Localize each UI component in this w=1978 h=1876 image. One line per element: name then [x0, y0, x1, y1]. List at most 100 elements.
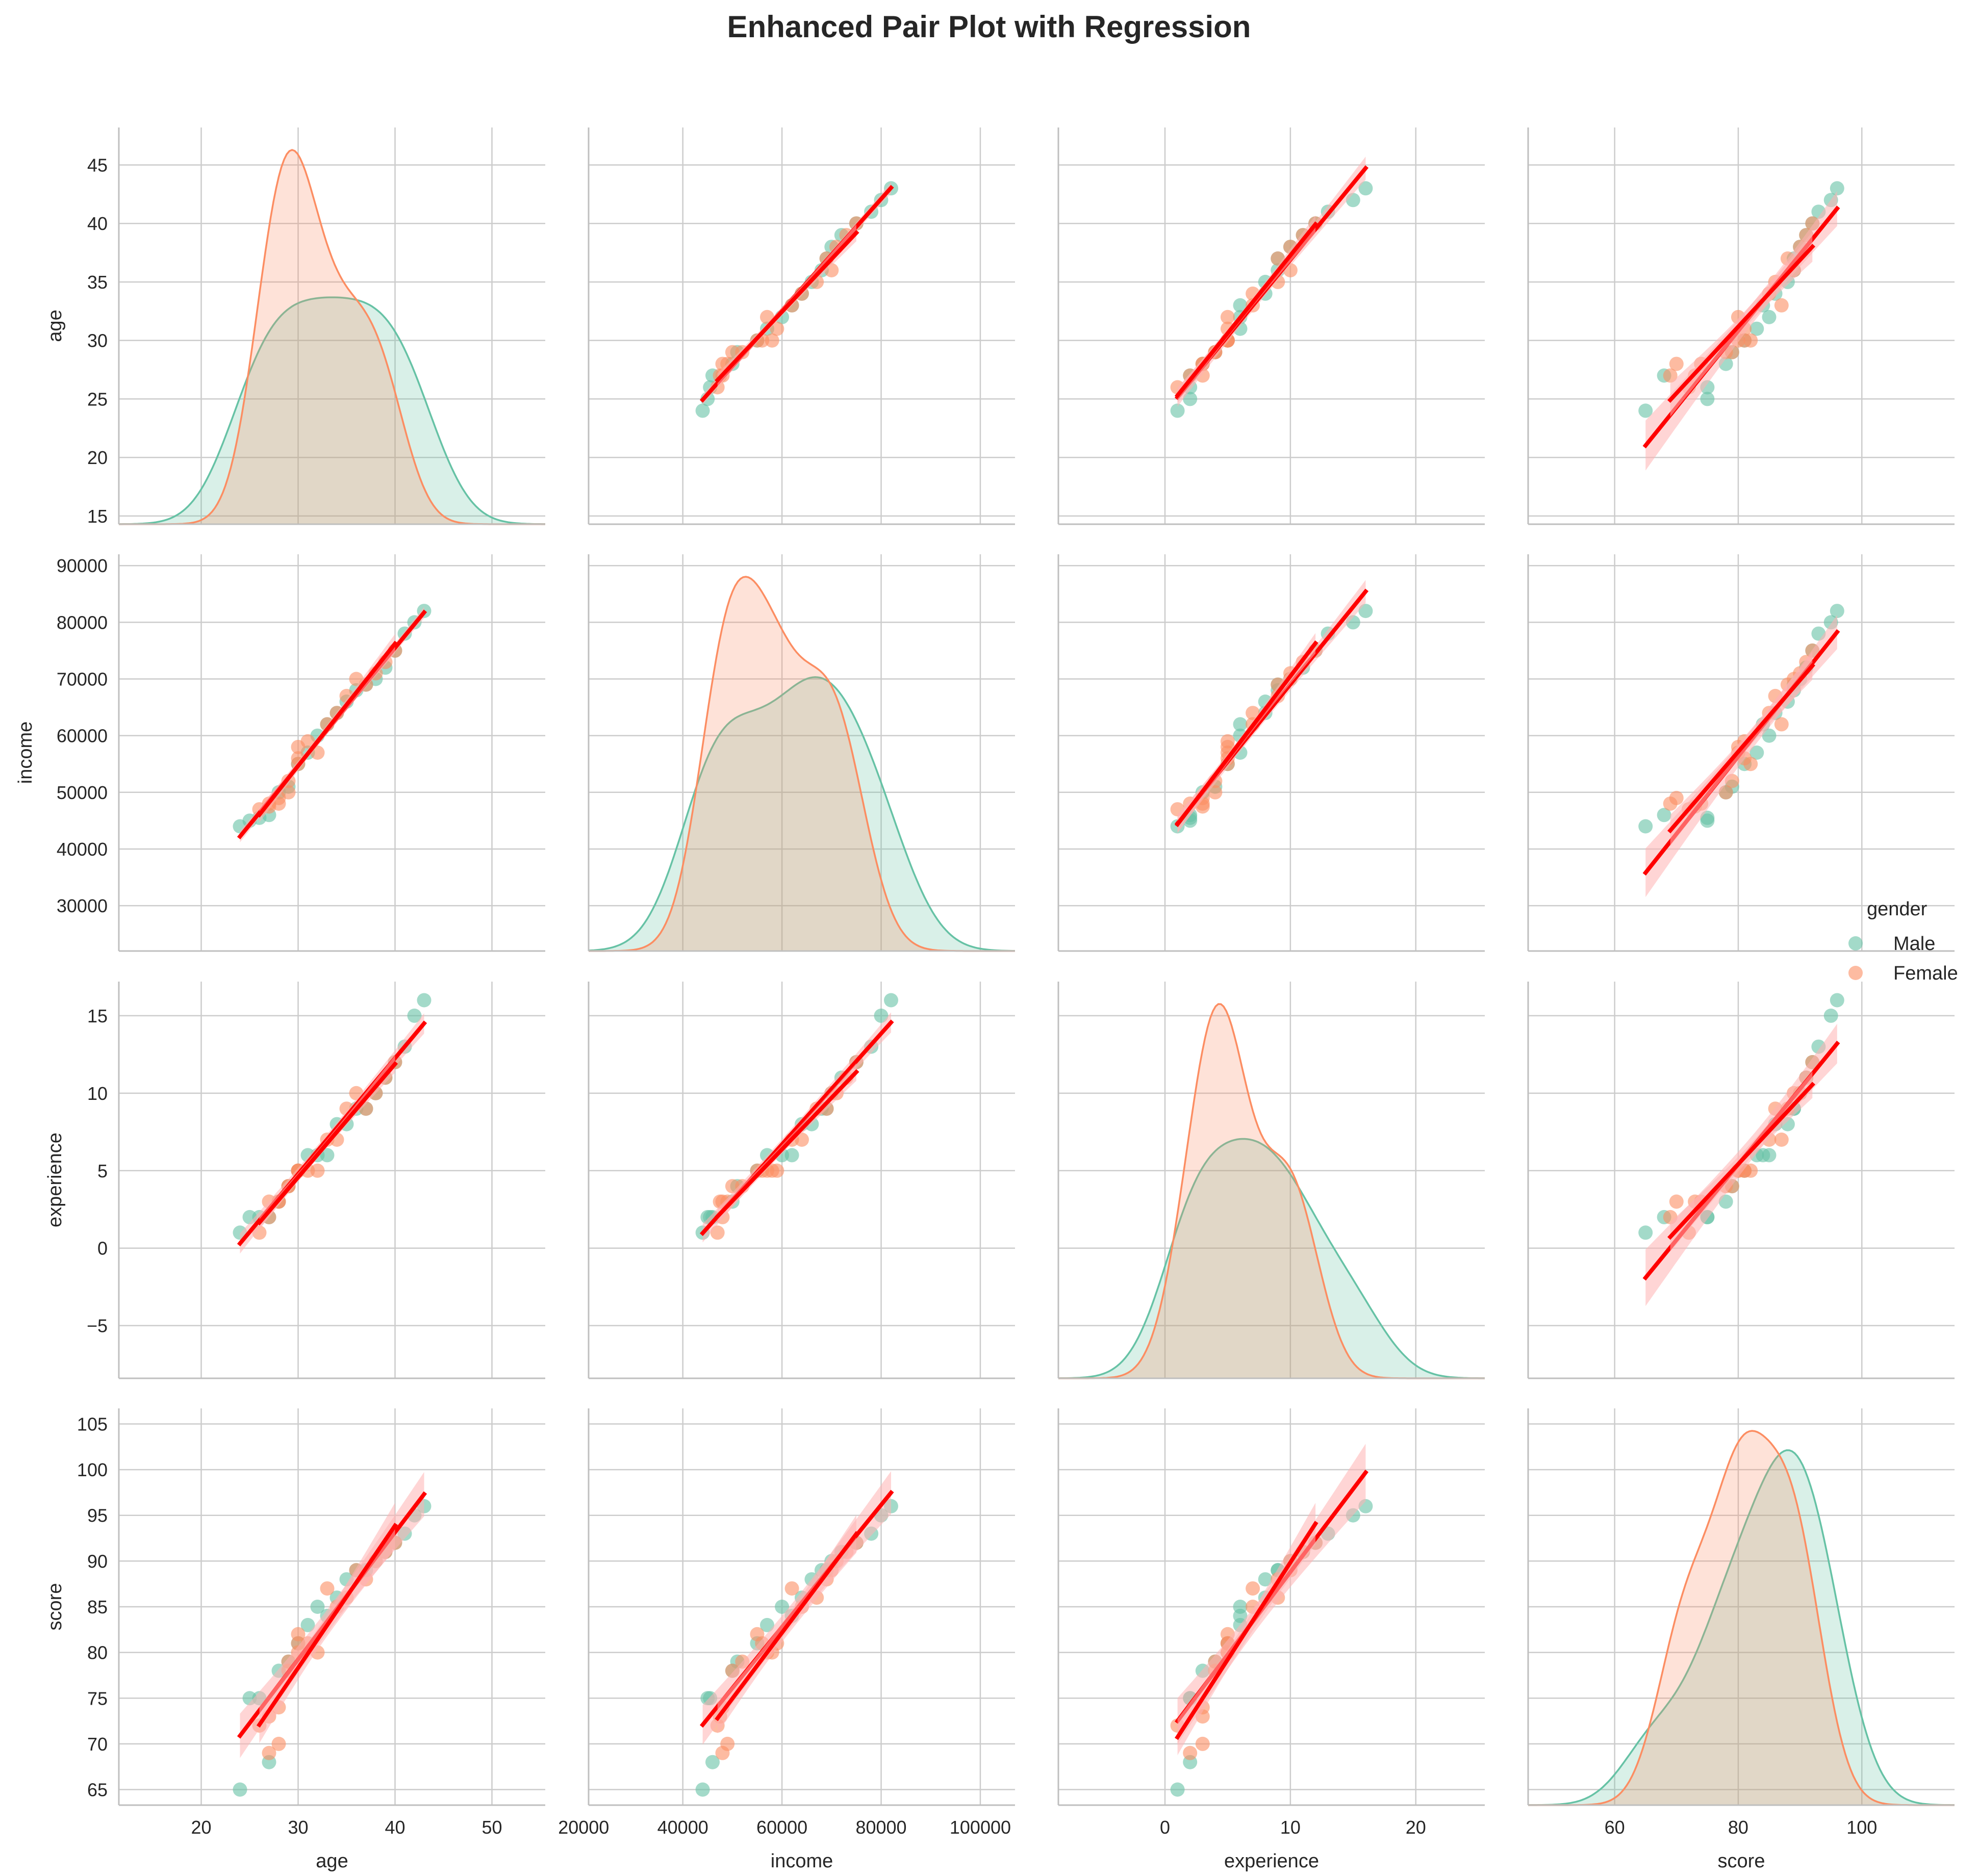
x-tick-label: 80000 [855, 1817, 906, 1838]
point-female [1183, 1745, 1198, 1760]
point-male [1657, 808, 1671, 823]
y-tick-label: 70000 [57, 669, 108, 690]
legend-title: gender [1867, 898, 1928, 920]
x-tick-label: 50 [481, 1817, 502, 1838]
y-tick-label: 20 [87, 447, 108, 468]
legend-marker-female [1848, 966, 1863, 980]
panel-age-vs-score [1527, 127, 1955, 525]
y-tick-label: 30000 [57, 895, 108, 916]
y-tick-label: 80 [87, 1642, 108, 1663]
panel-experience-vs-score [1527, 982, 1955, 1379]
legend-marker-male [1848, 936, 1863, 950]
point-male [1823, 1008, 1838, 1023]
regression-line-female [1174, 640, 1318, 828]
point-male [695, 403, 710, 418]
y-tick-label: 5 [97, 1161, 108, 1181]
y-tick-label: 100 [77, 1459, 108, 1480]
point-male [417, 993, 432, 1008]
panel-age-vs-age: 15 20 25 30 35 40 45 age [44, 127, 545, 527]
kde-fill-female [1058, 1004, 1485, 1378]
point-female [1246, 1581, 1260, 1596]
point-male [884, 993, 898, 1008]
y-tick-label: 105 [77, 1414, 108, 1434]
point-female [262, 1745, 276, 1760]
kde-fill-female [1528, 1431, 1955, 1805]
panel-age-vs-experience [1057, 127, 1485, 525]
y-tick-label: 35 [87, 272, 108, 293]
x-tick-label: 10 [1280, 1817, 1301, 1838]
y-tick-label: 60000 [57, 726, 108, 747]
point-male [310, 1600, 325, 1614]
panel-income-vs-income [588, 554, 1016, 952]
panel-score-vs-score: 60 80 100 score [1527, 1408, 1955, 1872]
point-male [775, 1600, 790, 1614]
point-male [1830, 993, 1844, 1008]
point-female [1774, 1133, 1789, 1147]
regression-line-female [1667, 662, 1815, 834]
y-tick-label: 85 [87, 1597, 108, 1617]
point-male [1749, 746, 1764, 760]
y-tick-label: −5 [87, 1316, 108, 1337]
y-tick-label: 40 [87, 213, 108, 234]
x-tick-label: 100000 [950, 1817, 1011, 1838]
point-male [1170, 1782, 1185, 1797]
kde-line-male [1058, 1138, 1485, 1379]
point-male [1749, 321, 1764, 336]
point-female [1663, 368, 1678, 383]
point-female [1195, 1736, 1210, 1751]
point-female [770, 321, 784, 336]
x-tick-label: 20 [1406, 1817, 1426, 1838]
x-tick-label: 60 [1605, 1817, 1625, 1838]
point-male [320, 1148, 335, 1163]
pairplot-panels: 15202530354045age30000400005000060000700… [15, 127, 1955, 1872]
y-tick-label: 50000 [57, 782, 108, 803]
regression-line-female [256, 1523, 398, 1728]
point-female [320, 1581, 335, 1596]
point-male [1638, 1225, 1653, 1240]
point-male [1830, 604, 1844, 619]
point-female [1669, 1194, 1684, 1209]
point-female [1220, 310, 1235, 324]
point-female [784, 1581, 799, 1596]
point-male [1830, 181, 1844, 196]
point-female [710, 1225, 725, 1240]
x-tick-label: 20000 [558, 1817, 609, 1838]
y-tick-label: 40000 [57, 839, 108, 860]
y-tick-label: 95 [87, 1505, 108, 1526]
y-tick-label: 0 [97, 1238, 108, 1259]
point-female [1208, 785, 1223, 800]
x-tick-label: 40 [385, 1817, 405, 1838]
regression-line-female [1175, 1521, 1318, 1740]
legend-label-male: Male [1893, 933, 1935, 955]
point-male [1358, 181, 1373, 196]
y-axis-label: experience [44, 1133, 66, 1227]
point-male [705, 1755, 720, 1769]
point-female [1669, 356, 1684, 371]
regression-line-female [715, 229, 859, 383]
point-male [407, 1008, 422, 1023]
kde-fill-male [119, 297, 545, 524]
regression-line-female [1667, 244, 1815, 403]
x-axis-label: income [771, 1851, 833, 1872]
point-male [1638, 819, 1653, 834]
panel-score-vs-age: 65 70 75 80 85 90 95 100 105 score 20 30 40 50 age [44, 1408, 545, 1872]
regression-line-female [715, 1531, 859, 1721]
point-male [1233, 717, 1248, 732]
panel-experience-vs-income [588, 982, 1015, 1379]
x-axis-label: age [316, 1851, 348, 1872]
legend: gender Male Female [1848, 898, 1958, 984]
regression-line-female [256, 1061, 398, 1226]
panel-age-vs-income [588, 127, 1015, 525]
point-male [233, 1782, 247, 1797]
panel-experience-vs-age: −5 0 5 10 15 experience [44, 982, 545, 1379]
point-female [770, 1163, 784, 1178]
panel-income-vs-experience [1057, 554, 1485, 952]
point-female [310, 1163, 325, 1178]
kde-fill-female [589, 577, 1015, 951]
point-female [765, 333, 779, 348]
point-female [1774, 717, 1789, 732]
kde-fill-female [119, 150, 545, 524]
point-female [281, 785, 296, 800]
point-male [1170, 403, 1185, 418]
